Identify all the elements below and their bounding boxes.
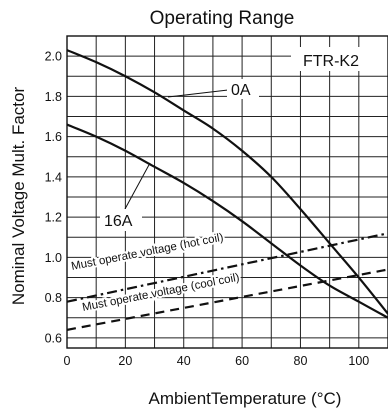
x-tick-label: 80 xyxy=(294,354,308,368)
x-tick-label: 20 xyxy=(118,354,132,368)
x-tick-label: 60 xyxy=(235,354,249,368)
series-0a-leader xyxy=(167,89,229,98)
y-tick-label: 1.8 xyxy=(45,90,62,104)
plot-frame xyxy=(66,35,388,349)
series-16a-label: 16A xyxy=(104,213,133,230)
y-tick-label: 1.6 xyxy=(45,130,62,144)
y-tick-label: 0.6 xyxy=(45,331,62,345)
y-axis-label: Nominal Voltage Mult. Factor xyxy=(9,87,28,306)
tick-layer: 0 20 40 60 80 100 0.6 0.8 1.0 1.2 1.4 1.6 1.8 2.0 xyxy=(45,50,370,368)
x-axis-label: AmbientTemperature (°C) xyxy=(149,389,342,408)
series-0a-label-bg xyxy=(227,79,259,99)
series-line-3 xyxy=(67,268,388,331)
series-16a-leader xyxy=(124,162,151,210)
y-tick-label: 1.0 xyxy=(45,251,62,265)
y-tick-label: 0.8 xyxy=(45,291,62,305)
series-0a-label: 0A xyxy=(231,82,251,99)
chart-title: Operating Range xyxy=(150,8,295,29)
annotation-layer: 0A 16A Must operate voltage (hot coil) M… xyxy=(68,79,259,316)
y-tick-label: 1.2 xyxy=(45,211,62,225)
series-16a-label-bg xyxy=(100,209,142,231)
x-tick-label: 0 xyxy=(64,354,71,368)
series-line-2 xyxy=(67,232,388,303)
grid-layer xyxy=(66,35,388,348)
x-tick-label: 40 xyxy=(177,354,191,368)
x-tick-label: 100 xyxy=(348,354,369,368)
series-line-1 xyxy=(67,123,388,319)
y-tick-label: 2.0 xyxy=(45,50,62,64)
hot-coil-label: Must operate voltage (hot coil) xyxy=(70,232,224,273)
model-label-box xyxy=(291,47,388,71)
y-tick-label: 1.4 xyxy=(45,170,62,184)
model-label: FTR-K2 xyxy=(303,53,359,70)
series-layer xyxy=(67,49,388,331)
